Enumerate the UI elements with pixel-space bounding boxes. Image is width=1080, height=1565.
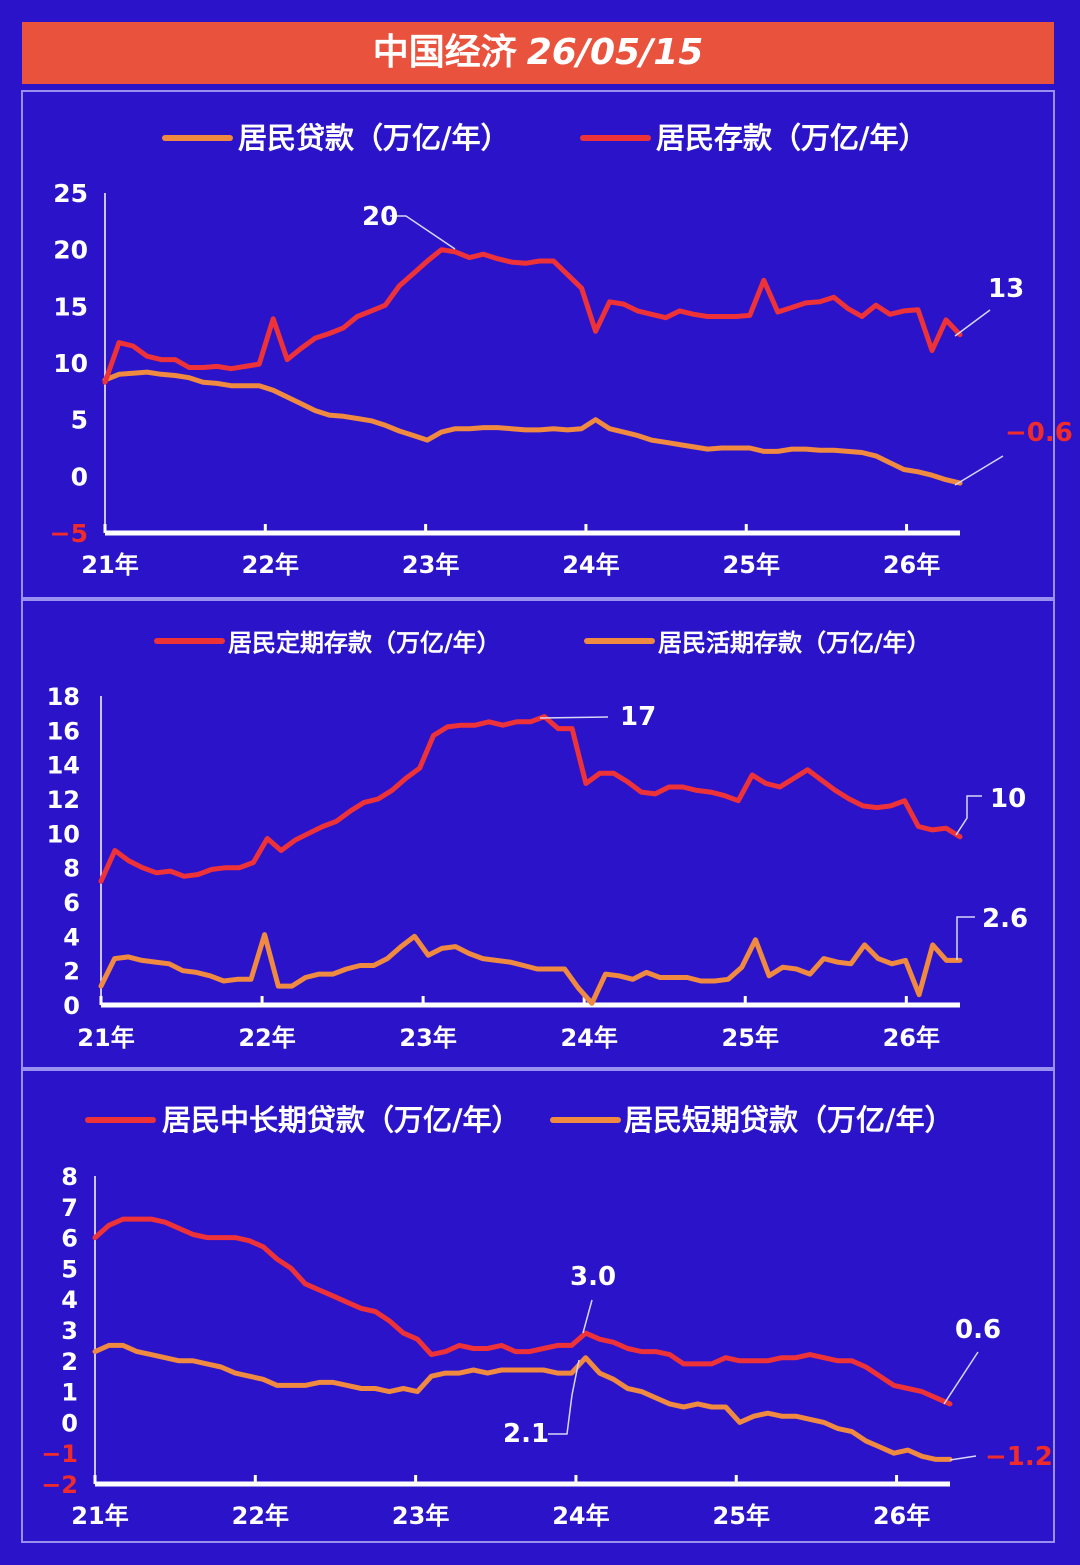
y-tick-label: 20 <box>53 236 88 265</box>
annotation-leader <box>955 795 982 836</box>
y-tick-label: 10 <box>47 820 80 848</box>
annotation-label: 0.6 <box>955 1315 1001 1345</box>
annotation-label: −1.2 <box>985 1442 1053 1472</box>
y-tick-label: 5 <box>61 1255 78 1283</box>
x-tick-label: 23年 <box>402 551 459 579</box>
y-tick-label: 4 <box>63 923 80 951</box>
y-tick-label: 6 <box>63 889 80 917</box>
y-tick-label: −2 <box>41 1471 78 1499</box>
y-tick-label: 1 <box>61 1379 78 1407</box>
legend-label: 居民活期存款（万亿/年） <box>658 629 931 657</box>
annotation-leader <box>954 455 1004 486</box>
x-tick-label: 26年 <box>873 1502 930 1530</box>
x-tick-label: 24年 <box>560 1024 617 1052</box>
series-line-1 <box>92 1216 953 1407</box>
chart-3: −2 −1 01 2 3 4 56 7 8 21年 22年 23年 24年 25年 26年 居民中长期贷款（万… <box>41 1103 1053 1530</box>
annotation-label: 17 <box>620 702 656 732</box>
x-tick-label: 21年 <box>81 551 138 579</box>
annotation-label: 3.0 <box>570 1262 616 1292</box>
x-tick-label: 22年 <box>242 551 299 579</box>
x-tick-label: 26年 <box>883 1024 940 1052</box>
annotation-label: 20 <box>362 202 398 232</box>
panel-long-short-loans <box>21 1069 1055 1543</box>
y-tick-label: 16 <box>47 717 80 745</box>
x-tick-label: 21年 <box>71 1502 128 1530</box>
y-tick-label: 0 <box>61 1409 78 1437</box>
y-tick-label: 5 <box>71 406 88 435</box>
y-tick-label: 15 <box>53 292 88 321</box>
title-text: 中国经济 <box>372 32 517 73</box>
panel-time-demand-deposits <box>21 599 1055 1069</box>
y-tick-label: 18 <box>47 683 80 711</box>
y-tick-label: 3 <box>61 1317 78 1345</box>
y-tick-label: 10 <box>53 349 88 378</box>
title-date: 26/05/15 <box>526 32 704 73</box>
x-tick-label: 26年 <box>883 551 940 579</box>
y-tick-label: 0 <box>71 462 88 491</box>
y-tick-label: −1 <box>41 1440 78 1468</box>
x-tick-label: 24年 <box>562 551 619 579</box>
y-tick-label: 2 <box>61 1348 78 1376</box>
y-tick-label: 7 <box>61 1194 78 1222</box>
legend-label: 居民存款（万亿/年） <box>656 121 928 155</box>
title-bar: 中国经济 26/05/15 <box>22 22 1054 84</box>
annotation-label: 2.1 <box>503 1419 549 1449</box>
y-tick-label: 25 <box>53 179 88 208</box>
y-tick-label: 8 <box>63 855 80 883</box>
y-tick-label: 8 <box>61 1163 78 1191</box>
chart-2: 0 2 4 6 8 10 12 14 16 18 21年 22年 23年 24年 25年 26年 居民定期存款（… <box>47 629 1028 1052</box>
y-tick-label: 2 <box>63 958 80 986</box>
y-tick-label: 0 <box>63 992 80 1020</box>
y-tick-label: −5 <box>50 519 88 548</box>
annotation-label: 10 <box>990 784 1026 814</box>
x-tick-label: 25年 <box>723 551 780 579</box>
annotation-label: −0.6 <box>1005 418 1073 448</box>
annotation-leader <box>582 1299 593 1334</box>
x-tick-label: 24年 <box>552 1502 609 1530</box>
x-tick-label: 22年 <box>238 1024 295 1052</box>
y-tick-label: 12 <box>47 786 80 814</box>
annotation-leader <box>949 1455 977 1461</box>
annotation-leader <box>956 916 975 960</box>
series-line-2 <box>102 247 963 385</box>
series-line-2 <box>98 932 963 1006</box>
series-line-1 <box>98 714 963 884</box>
legend-label: 居民中长期贷款（万亿/年） <box>162 1103 521 1137</box>
y-tick-label: 14 <box>47 752 80 780</box>
y-tick-label: 6 <box>61 1225 78 1253</box>
annotation-leader <box>548 1359 580 1435</box>
x-tick-label: 25年 <box>722 1024 779 1052</box>
legend-label: 居民短期贷款（万亿/年） <box>624 1103 954 1137</box>
x-tick-label: 22年 <box>232 1502 289 1530</box>
x-tick-label: 21年 <box>77 1024 134 1052</box>
series-line-2 <box>92 1342 953 1462</box>
annotation-label: 13 <box>988 274 1024 304</box>
x-tick-label: 23年 <box>392 1502 449 1530</box>
legend-label: 居民定期存款（万亿/年） <box>228 629 501 657</box>
annotation-label: 2.6 <box>982 904 1028 934</box>
annotation-leader <box>954 309 991 337</box>
panel-household-loans-deposits <box>21 90 1055 599</box>
annotation-leader <box>943 1351 979 1405</box>
annotation-leader <box>539 716 609 719</box>
series-line-1 <box>102 369 963 486</box>
legend-label: 居民贷款（万亿/年） <box>238 121 510 155</box>
x-tick-label: 23年 <box>399 1024 456 1052</box>
chart-1: −5 0 5 10 15 20 25 21年 22年 23年 24年 25年 26年 居民贷款（万亿/年）… <box>50 121 1073 579</box>
x-tick-label: 25年 <box>713 1502 770 1530</box>
y-tick-label: 4 <box>61 1286 78 1314</box>
annotation-leader <box>390 215 456 250</box>
